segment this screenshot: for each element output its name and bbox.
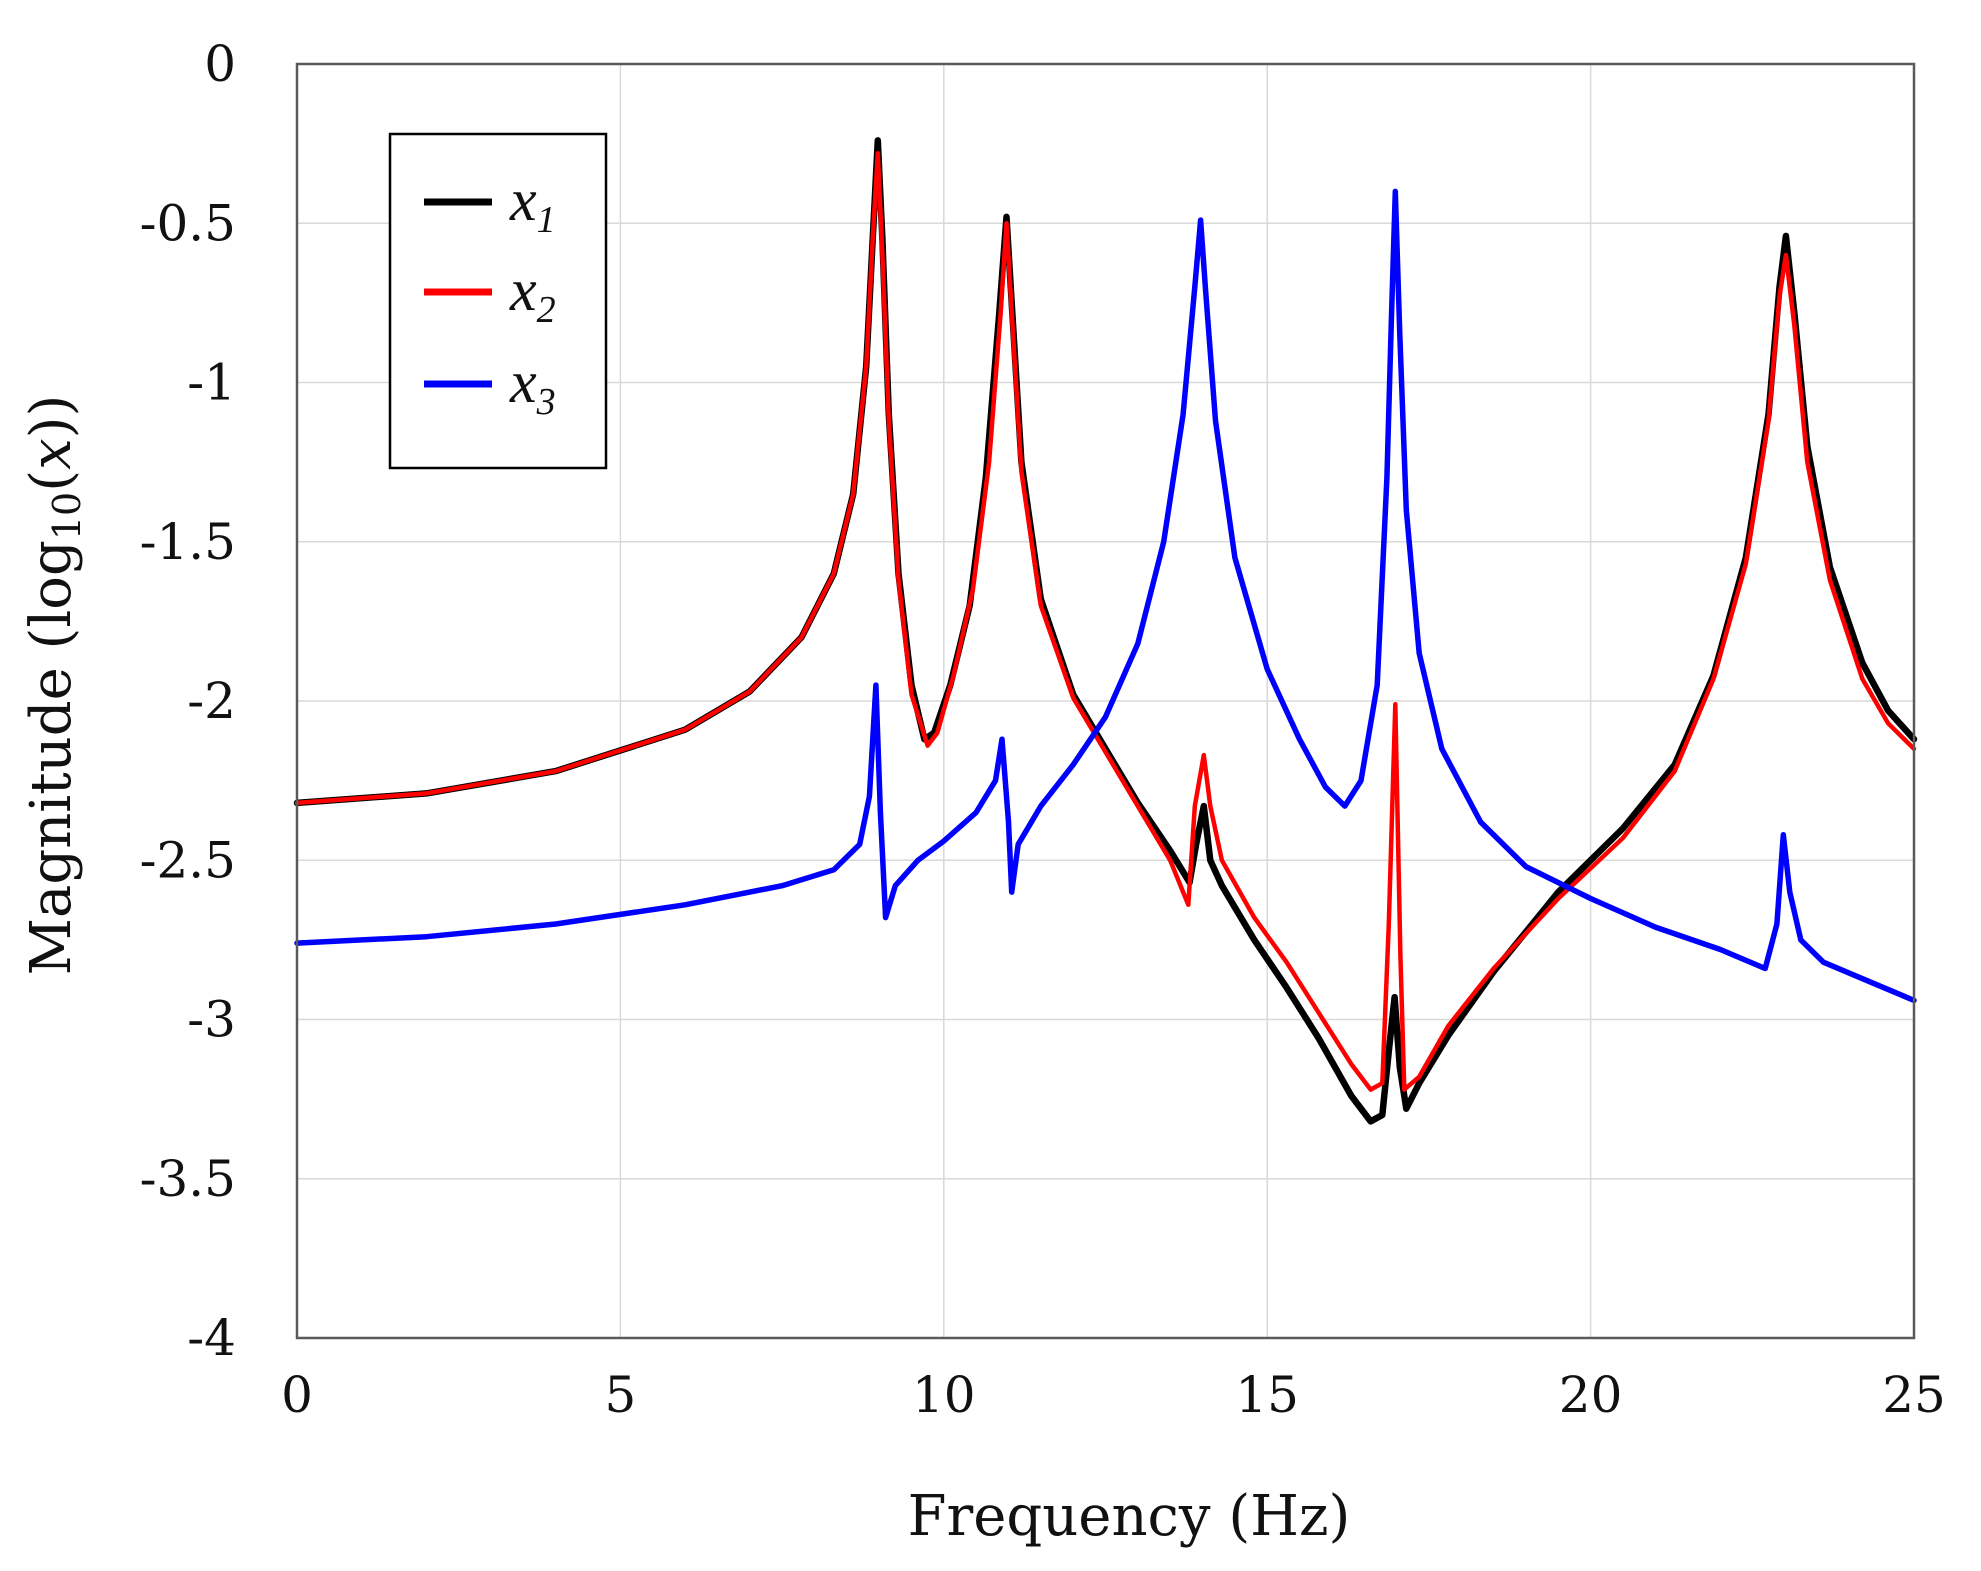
y-axis-label-subscript: 10: [45, 492, 89, 540]
series-layer: [293, 137, 1918, 1125]
legend-label-x2-base: x: [509, 257, 537, 323]
legend-label-x3-sub: 3: [536, 381, 556, 423]
y-axis-label-close: )): [19, 395, 84, 439]
legend-label-x2-sub: 2: [537, 289, 556, 331]
legend-item-x3: x3: [424, 349, 556, 423]
series-line-x3: [294, 188, 1917, 1004]
y-axis-label: Magnitude (log10(x)): [19, 395, 89, 976]
y-tick-label: -3.5: [140, 1150, 236, 1208]
x-tick-label: 0: [281, 1366, 313, 1424]
y-axis-ticks: 0 -0.5 -1 -1.5 -2 -2.5 -3 -3.5 -4: [140, 35, 236, 1367]
y-tick-label: -2: [187, 672, 236, 730]
y-tick-label: -2.5: [140, 831, 236, 889]
legend-box: [388, 132, 608, 470]
y-tick-label: 0: [204, 35, 236, 93]
x-tick-label: 10: [912, 1366, 976, 1424]
plot-frame: [295, 62, 1916, 1340]
series-line-x2: [294, 150, 1917, 1092]
x-axis-ticks: 0 5 10 15 20 25: [281, 1366, 1946, 1424]
x-tick-label: 25: [1882, 1366, 1946, 1424]
y-tick-label: -4: [187, 1309, 236, 1367]
y-axis-label-text: Magnitude (log: [19, 540, 84, 975]
legend-label-x1: x1: [509, 167, 556, 241]
x-tick-label: 20: [1559, 1366, 1623, 1424]
y-tick-label: -1: [187, 354, 236, 412]
legend-label-x3-base: x: [509, 349, 537, 415]
x-tick-label: 15: [1235, 1366, 1299, 1424]
legend-item-x1: x1: [424, 167, 556, 241]
y-axis-label-variable: x: [19, 438, 84, 470]
legend-label-x2: x2: [509, 257, 556, 331]
legend: x1 x2 x3: [388, 132, 608, 470]
y-tick-label: -1.5: [140, 513, 236, 571]
legend-item-x2: x2: [424, 257, 556, 331]
legend-label-x1-base: x: [509, 167, 537, 233]
y-axis-label-paren: (: [19, 470, 84, 492]
legend-label-x3: x3: [509, 349, 556, 423]
x-tick-label: 5: [604, 1366, 636, 1424]
y-tick-label: -0.5: [140, 194, 236, 252]
y-tick-label: -3: [187, 991, 236, 1049]
legend-label-x1-sub: 1: [537, 199, 556, 241]
x-axis-label: Frequency (Hz): [908, 1484, 1351, 1549]
